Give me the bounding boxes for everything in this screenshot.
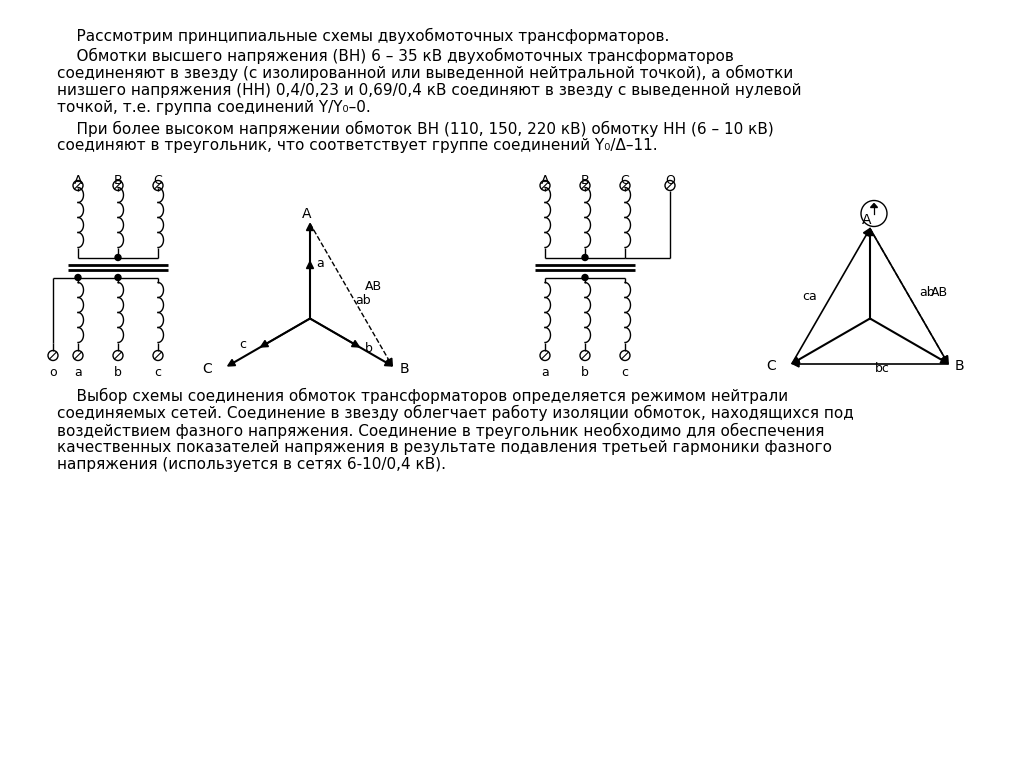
Polygon shape <box>792 357 800 364</box>
Polygon shape <box>792 360 799 367</box>
Polygon shape <box>866 229 873 235</box>
Text: AB: AB <box>931 287 948 299</box>
Polygon shape <box>351 341 359 347</box>
Text: C: C <box>202 362 212 376</box>
Text: c: c <box>622 366 629 378</box>
Text: AB: AB <box>366 280 382 293</box>
Polygon shape <box>863 229 870 236</box>
Circle shape <box>115 255 121 261</box>
Text: B: B <box>955 360 965 374</box>
Text: Обмотки высшего напряжения (ВН) 6 – 35 кВ двухобмоточных трансформаторов: Обмотки высшего напряжения (ВН) 6 – 35 к… <box>57 48 734 64</box>
Text: ab: ab <box>355 295 371 308</box>
Polygon shape <box>227 360 236 366</box>
Text: A: A <box>74 173 82 186</box>
Text: c: c <box>240 338 247 351</box>
Text: bc: bc <box>874 362 890 375</box>
Text: B: B <box>581 173 590 186</box>
Text: C: C <box>766 360 776 374</box>
Polygon shape <box>261 341 268 347</box>
Polygon shape <box>386 358 392 366</box>
Text: точкой, т.е. группа соединений Y/Y₀–0.: точкой, т.е. группа соединений Y/Y₀–0. <box>57 100 371 115</box>
Circle shape <box>582 255 588 261</box>
Text: A: A <box>541 173 549 186</box>
Text: a: a <box>74 366 82 378</box>
Circle shape <box>582 275 588 281</box>
Text: C: C <box>154 173 163 186</box>
Text: ab: ab <box>919 287 935 299</box>
Text: качественных показателей напряжения в результате подавления третьей гармоники фа: качественных показателей напряжения в ре… <box>57 440 831 455</box>
Polygon shape <box>306 223 313 231</box>
Text: b: b <box>581 366 589 378</box>
Text: B: B <box>114 173 122 186</box>
Text: B: B <box>399 362 409 376</box>
Polygon shape <box>870 203 878 208</box>
Circle shape <box>75 275 81 281</box>
Text: A: A <box>302 208 311 222</box>
Polygon shape <box>941 356 948 364</box>
Polygon shape <box>384 360 392 366</box>
Text: c: c <box>155 366 162 378</box>
Text: соединяют в треугольник, что соответствует группе соединений Y₀/Δ–11.: соединяют в треугольник, что соответству… <box>57 138 657 153</box>
Text: ca: ca <box>802 289 817 302</box>
Text: низшего напряжения (НН) 0,4/0,23 и 0,69/0,4 кВ соединяют в звезду с выведенной н: низшего напряжения (НН) 0,4/0,23 и 0,69/… <box>57 83 802 97</box>
Text: O: O <box>665 173 675 186</box>
Text: a: a <box>316 257 324 270</box>
Text: Рассмотрим принципиальные схемы двухобмоточных трансформаторов.: Рассмотрим принципиальные схемы двухобмо… <box>57 28 670 44</box>
Text: b: b <box>366 343 373 355</box>
Text: соединеняют в звезду (с изолированной или выведенной нейтральной точкой), а обмо: соединеняют в звезду (с изолированной ил… <box>57 65 794 81</box>
Text: напряжения (используется в сетях 6-10/0,4 кВ).: напряжения (используется в сетях 6-10/0,… <box>57 457 446 472</box>
Text: A: A <box>862 212 871 226</box>
Text: o: o <box>49 366 56 378</box>
Circle shape <box>115 275 121 281</box>
Polygon shape <box>306 262 313 268</box>
Text: C: C <box>621 173 630 186</box>
Polygon shape <box>940 357 948 364</box>
Text: соединяемых сетей. Соединение в звезду облегчает работу изоляции обмоток, находя: соединяемых сетей. Соединение в звезду о… <box>57 405 854 421</box>
Text: a: a <box>541 366 549 378</box>
Text: При более высоком напряжении обмоток ВН (110, 150, 220 кВ) обмотку НН (6 – 10 кВ: При более высоком напряжении обмоток ВН … <box>57 120 774 137</box>
Text: Выбор схемы соединения обмоток трансформаторов определяется режимом нейтрали: Выбор схемы соединения обмоток трансформ… <box>57 387 788 403</box>
Polygon shape <box>941 356 948 364</box>
Text: b: b <box>114 366 122 378</box>
Text: воздействием фазного напряжения. Соединение в треугольник необходимо для обеспеч: воздействием фазного напряжения. Соедине… <box>57 423 824 439</box>
